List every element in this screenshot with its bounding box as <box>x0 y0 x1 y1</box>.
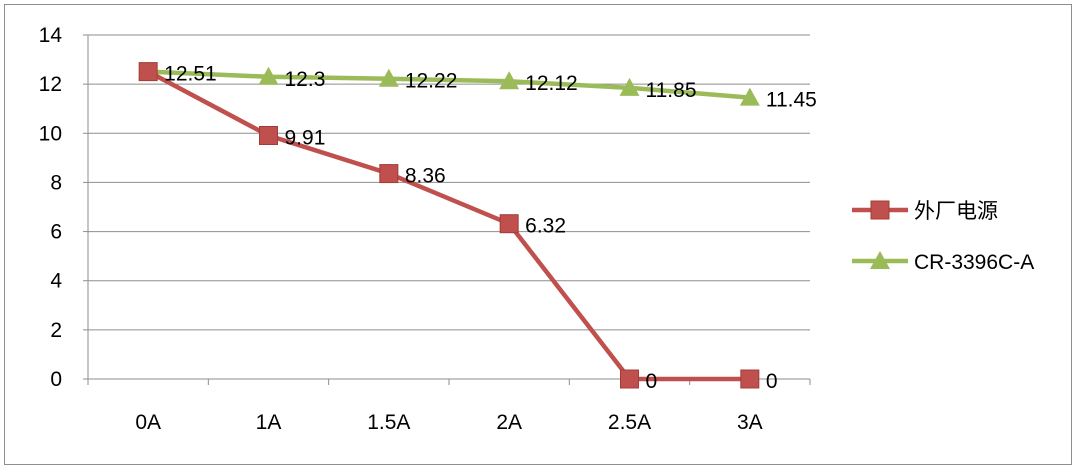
y-tick-label: 6 <box>50 221 62 244</box>
point-marker-triangle <box>378 68 399 87</box>
point-marker-square <box>740 369 760 389</box>
data-label: 12.51 <box>164 63 217 86</box>
data-label: 8.36 <box>405 165 446 188</box>
point-marker-triangle <box>739 87 760 106</box>
x-tick-label: 0A <box>135 411 161 434</box>
data-label: 12.3 <box>285 68 326 91</box>
point-marker-triangle <box>619 77 640 96</box>
point-marker-triangle <box>499 71 520 90</box>
point-marker-square <box>379 164 399 184</box>
point-marker-square <box>259 125 278 145</box>
y-tick-label: 14 <box>39 24 63 47</box>
gridlines <box>88 34 810 331</box>
series-line-1 <box>148 69 751 100</box>
data-label: 12.12 <box>525 72 578 95</box>
y-tick-label: 8 <box>50 171 62 194</box>
x-tick-label: 2.5A <box>608 411 651 434</box>
series-line-0 <box>147 69 750 382</box>
point-marker-square <box>499 214 519 234</box>
data-labels: 12.51 9.91 8.36 6.32 0 0 12.3 12.22 12.12 11.85 11… <box>164 63 817 393</box>
legend: 外厂电源 CR-3396C-A <box>852 200 1034 274</box>
x-tick-label: 2A <box>496 411 522 434</box>
y-tick-label: 12 <box>39 73 62 96</box>
data-label: 11.45 <box>766 89 817 112</box>
point-marker-triangle <box>258 66 279 85</box>
y-tick-label: 10 <box>39 122 62 145</box>
x-tick-label: 1.5A <box>367 411 410 434</box>
y-tick-label: 4 <box>50 270 62 293</box>
data-label: 11.85 <box>646 79 697 102</box>
point-marker-square <box>620 369 639 389</box>
x-tick-label: 1A <box>256 411 282 434</box>
data-label: 0 <box>646 370 658 393</box>
x-tick-label: 3A <box>737 411 763 434</box>
legend-label-0: 外厂电源 <box>914 200 998 223</box>
legend-label-1: CR-3396C-A <box>914 251 1034 274</box>
data-label: 12.22 <box>405 70 458 93</box>
legend-marker-square <box>870 200 890 220</box>
y-tick-label: 0 <box>50 368 62 391</box>
axes: 0 2 4 6 8 10 12 14 0A 1A 1.5A 2A 2.5A 3A <box>39 24 811 434</box>
data-label: 6.32 <box>525 215 566 238</box>
y-tick-label: 2 <box>50 319 62 342</box>
legend-marker-triangle <box>870 251 890 269</box>
point-marker-square <box>138 62 158 82</box>
data-label: 9.91 <box>285 126 326 149</box>
data-label: 0 <box>766 370 778 393</box>
series <box>138 61 760 389</box>
